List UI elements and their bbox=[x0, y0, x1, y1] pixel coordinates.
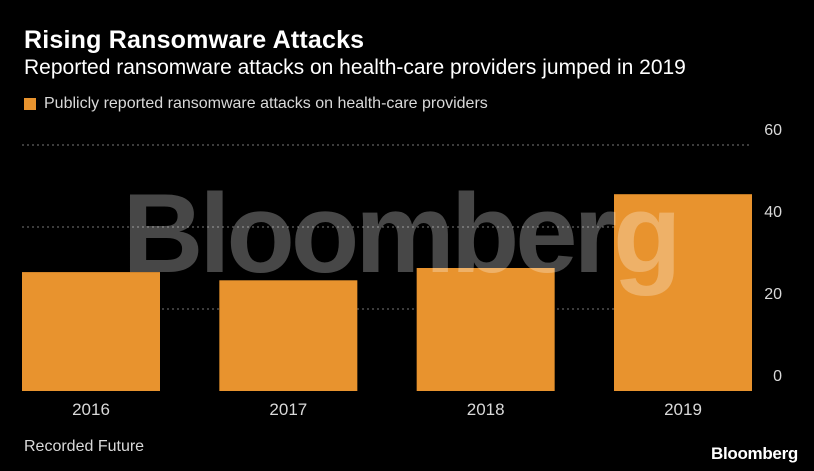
legend-label: Publicly reported ransomware attacks on … bbox=[44, 95, 488, 112]
x-tick-label-2016: 2016 bbox=[72, 400, 110, 419]
y-tick-label-20: 20 bbox=[764, 286, 782, 303]
legend: Publicly reported ransomware attacks on … bbox=[24, 95, 488, 113]
bar-2017 bbox=[219, 280, 358, 391]
bar-2018 bbox=[416, 268, 555, 391]
x-tick-label-2019: 2019 bbox=[664, 400, 702, 419]
chart-title: Rising Ransomware Attacks bbox=[24, 26, 365, 54]
chart-subtitle: Reported ransomware attacks on health-ca… bbox=[24, 56, 686, 79]
legend-swatch bbox=[24, 98, 36, 110]
x-tick-label-2018: 2018 bbox=[467, 400, 505, 419]
y-tick-label-60: 60 bbox=[764, 122, 782, 139]
source-note: Recorded Future bbox=[24, 438, 145, 455]
y-tick-label-0: 0 bbox=[773, 368, 782, 385]
bar-2019 bbox=[614, 194, 752, 391]
bar-2016 bbox=[22, 272, 160, 391]
watermark-logo: Bloomberg bbox=[122, 171, 677, 296]
x-tick-label-2017: 2017 bbox=[269, 400, 307, 419]
y-tick-label-40: 40 bbox=[764, 204, 782, 221]
brand-logo: Bloomberg bbox=[710, 444, 798, 463]
